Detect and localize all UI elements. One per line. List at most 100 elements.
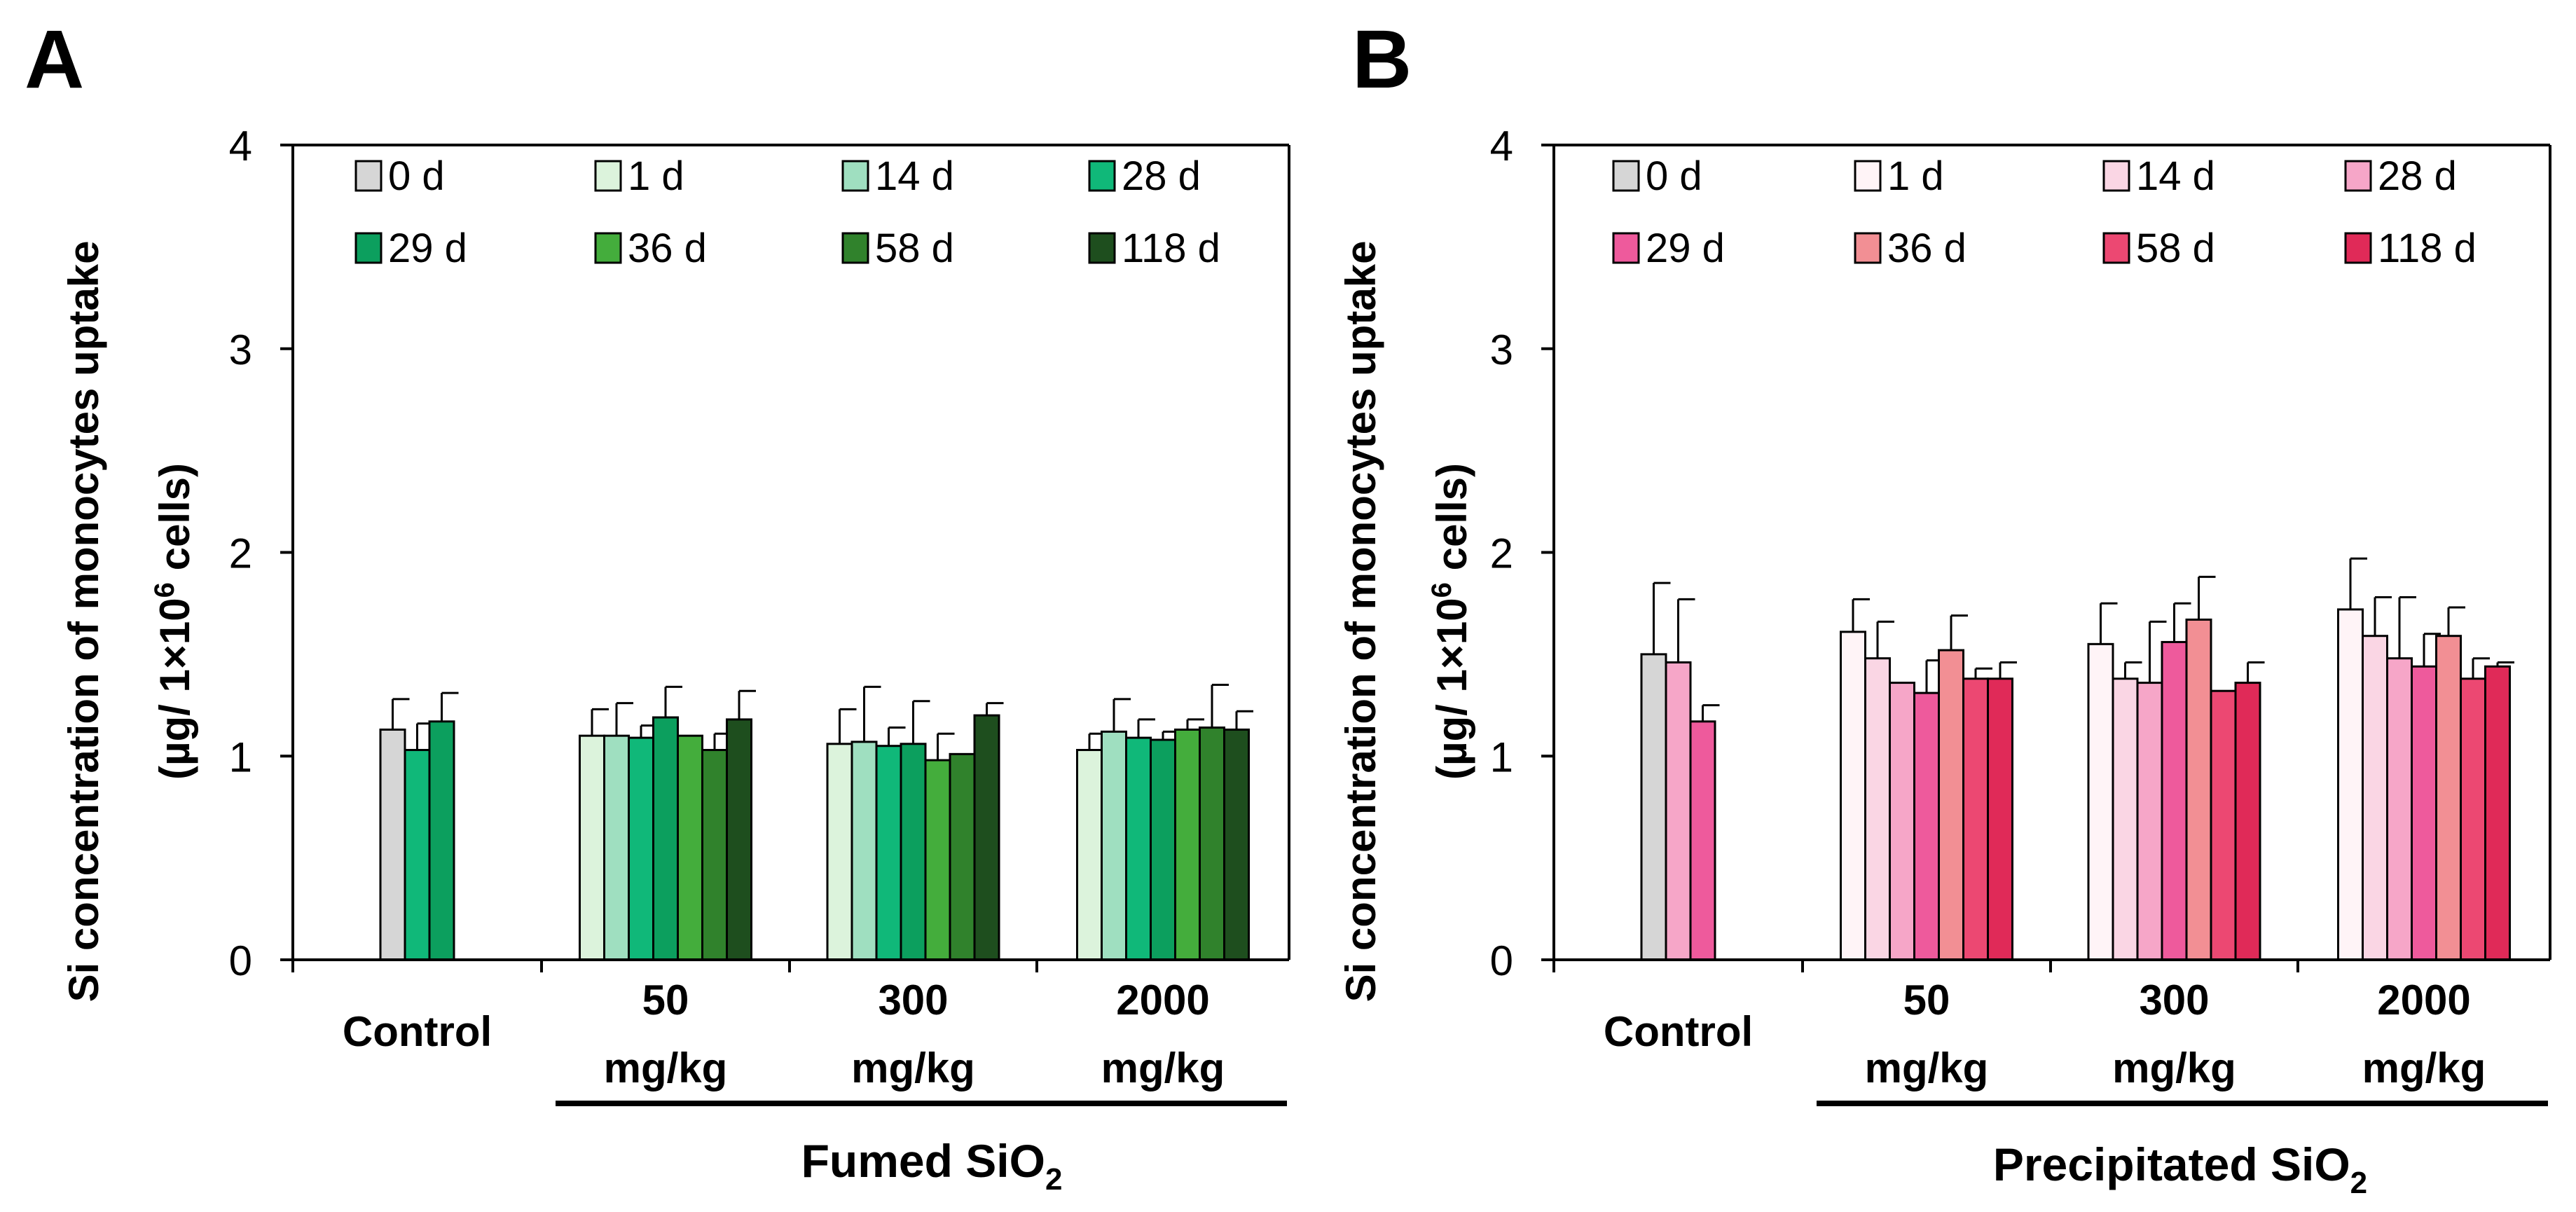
panel-a-y-tick-label: 1 [229, 734, 252, 780]
panel-b-y-axis-title-line2: (µg/ 1×106 cells) [1426, 463, 1475, 780]
panel-b-legend-swatch-1d [1854, 160, 1882, 192]
panel-a-bar-1-1d [579, 734, 605, 961]
panel-a: A Si concentration of monocytes uptake (… [25, 13, 1290, 1197]
panel-a-bar-3-28d [1125, 736, 1152, 961]
panel-b-bar-2-28d [2136, 682, 2163, 961]
panel-a-legend-swatch-0d [354, 160, 383, 192]
panel-a-x-tick-label: 300 [878, 977, 948, 1024]
panel-a-bar-3-14d [1101, 730, 1127, 961]
panel-b-x-labels: Control 50 mg/kg 300 mg/kg 2000 mg/kg [1604, 977, 2486, 1092]
panel-b-legend-swatch-58d [2102, 232, 2130, 264]
panel-b-bars [1640, 557, 2514, 961]
panel-a-group-title: Fumed SiO2 [801, 1135, 1063, 1197]
panel-b-legend-label-118d: 118 d [2378, 226, 2477, 271]
panel-a-legend-label-58d: 58 d [875, 226, 954, 271]
panel-a-bar-1-118d [726, 718, 752, 961]
panel-a-axes [291, 144, 1290, 972]
panel-b-legend: 0 d 1 d 14 d 28 d 29 d 36 d 58 d 118 d [1612, 153, 2477, 271]
panel-a-bar-1-28d [628, 736, 654, 961]
panel-a-bar-3-118d [1223, 728, 1250, 961]
panel-b-bar-2-29d [2161, 640, 2188, 961]
panel-b-x-tick-label: Control [1604, 1008, 1753, 1055]
panel-a-bar-1-14d [603, 734, 630, 961]
panel-b-legend-label-36d: 36 d [1887, 226, 1967, 271]
panel-b-legend-swatch-29d [1612, 232, 1640, 264]
panel-b-x-tick-label: 2000 [2377, 977, 2470, 1024]
panel-b-bar-3-14d [2362, 635, 2388, 961]
panel-b-axes [1552, 144, 2551, 972]
panel-a-x-labels: Control 50 mg/kg 300 mg/kg 2000 mg/kg [343, 977, 1225, 1092]
panel-b-x-tick-label: 300 [2139, 977, 2209, 1024]
panel-b-legend-swatch-36d [1854, 232, 1882, 264]
panel-a-legend-label-36d: 36 d [628, 226, 707, 271]
panel-b-bar-1-1d [1840, 631, 1866, 961]
panel-b-x-tick-label: mg/kg [2362, 1045, 2486, 1092]
panel-a-bar-2-36d [924, 759, 951, 961]
panel-b-bar-2-14d [2112, 677, 2139, 961]
panel-b-legend-swatch-14d [2102, 160, 2130, 192]
panel-b-bar-1-28d [1889, 682, 1915, 961]
panel-b-bar-1-14d [1864, 657, 1891, 961]
panel-a-bar-0-0d [379, 728, 406, 961]
panel-a-x-tick-label: Control [343, 1008, 492, 1055]
panel-b-bar-0-29d [1689, 720, 1716, 961]
panel-a-bar-3-1d [1076, 749, 1103, 961]
panel-b-bar-0-0d [1640, 653, 1667, 961]
panel-a-bar-3-58d [1199, 726, 1225, 961]
panel-a-bar-1-29d [652, 716, 679, 961]
panel-a-legend-swatch-36d [594, 232, 622, 264]
panel-b-y-tick-label: 2 [1490, 530, 1513, 577]
panel-a-legend-swatch-14d [841, 160, 869, 192]
panel-a-legend-swatch-118d [1088, 232, 1116, 264]
panel-a-bar-2-14d [850, 741, 878, 961]
panel-b-x-tick-label: 50 [1903, 977, 1950, 1024]
panel-a-y-axis-title-line1: Si concentration of monocytes uptake [60, 241, 107, 1003]
panel-b-legend-label-58d: 58 d [2136, 226, 2215, 271]
panel-b-bar-2-118d [2234, 682, 2261, 961]
panel-b-y-tick-label: 4 [1490, 123, 1513, 170]
panel-b-legend-swatch-28d [2344, 160, 2372, 192]
panel-a-bar-3-29d [1150, 738, 1176, 961]
panel-b-y-ticks: 0 1 2 3 4 [1490, 123, 1554, 984]
panel-a-x-tick-label: mg/kg [1101, 1045, 1225, 1092]
panel-b-bar-3-118d [2484, 665, 2511, 961]
panel-b-x-tick-label: mg/kg [1865, 1045, 1989, 1092]
panel-b-bar-0-28d [1665, 661, 1692, 961]
panel-a-x-tick-label: mg/kg [604, 1045, 728, 1092]
panel-b-bar-3-1d [2337, 608, 2364, 961]
panel-b-bar-3-58d [2460, 677, 2486, 961]
panel-a-y-tick-label: 0 [229, 937, 252, 984]
panel-a-y-tick-label: 2 [229, 530, 252, 577]
panel-b-legend-label-0d: 0 d [1646, 153, 1702, 199]
panel-a-legend-swatch-28d [1088, 160, 1116, 192]
panel-b-legend-label-14d: 14 d [2136, 153, 2215, 199]
panel-a-legend-label-29d: 29 d [388, 226, 467, 271]
panel-b-legend-swatch-118d [2344, 232, 2372, 264]
panel-a-bar-2-29d [900, 743, 927, 961]
panel-b-bar-1-29d [1913, 691, 1940, 961]
panel-a-legend-swatch-58d [841, 232, 869, 264]
panel-a-bar-3-36d [1174, 728, 1201, 961]
panel-b-bar-3-29d [2411, 665, 2437, 961]
panel-a-legend-label-28d: 28 d [1122, 153, 1201, 199]
panel-a-bars [379, 683, 1253, 961]
panel-b-bar-3-28d [2386, 657, 2413, 961]
panel-b-y-axis-title-line1: Si concentration of monocytes uptake [1337, 241, 1384, 1003]
panel-b-bar-3-36d [2435, 635, 2462, 961]
panel-a-bar-2-1d [826, 743, 853, 961]
panel-b-legend-label-29d: 29 d [1646, 226, 1725, 271]
panel-b-y-tick-label: 0 [1490, 937, 1513, 984]
panel-a-bar-2-58d [949, 752, 976, 961]
panel-a-legend: 0 d 1 d 14 d 28 d 29 d 36 d 58 d 118 d [354, 153, 1220, 271]
panel-b-legend-swatch-0d [1612, 160, 1640, 192]
panel-b-y-tick-label: 3 [1490, 326, 1513, 373]
panel-b-legend-label-28d: 28 d [2378, 153, 2457, 199]
panel-b-bar-2-1d [2087, 642, 2114, 961]
panel-b-bar-2-36d [2185, 618, 2212, 961]
panel-a-bar-0-28d [404, 749, 431, 961]
panel-b-bar-1-36d [1938, 649, 1964, 961]
panel-a-legend-label-14d: 14 d [875, 153, 954, 199]
panel-a-legend-label-1d: 1 d [628, 153, 684, 199]
panel-b-x-tick-label: mg/kg [2112, 1045, 2236, 1092]
panel-a-x-tick-label: 50 [642, 977, 689, 1024]
